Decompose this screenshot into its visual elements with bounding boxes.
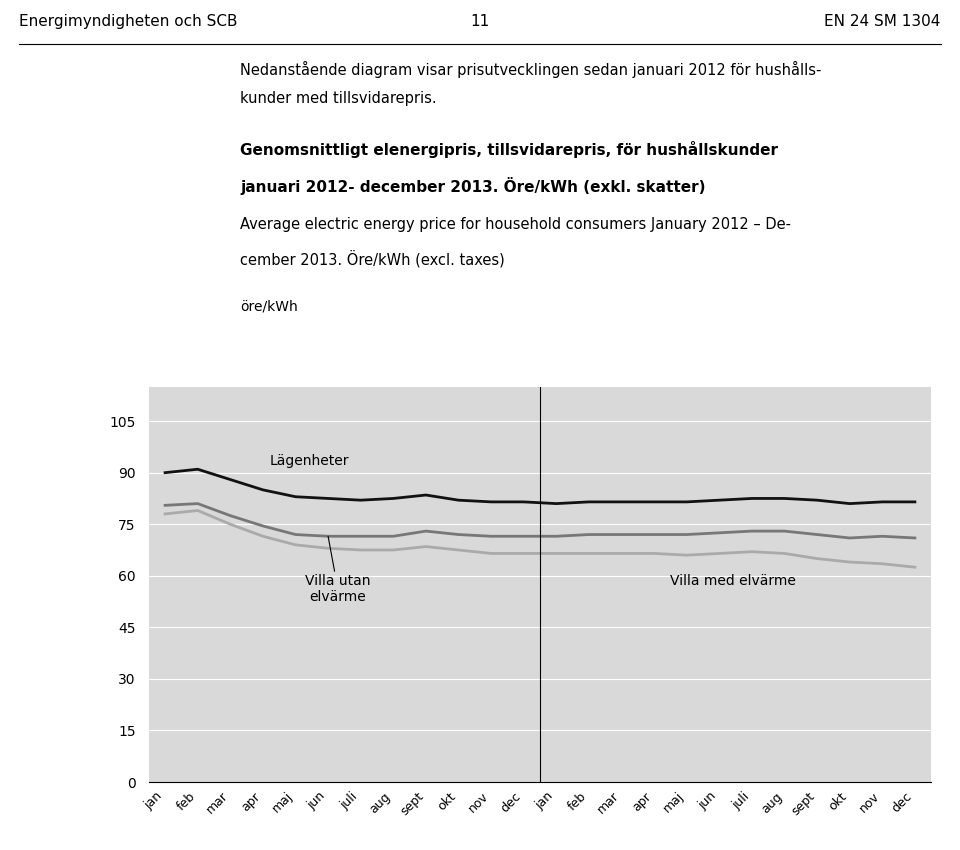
Text: Genomsnittligt elenergipris, tillsvidarepris, för hushållskunder: Genomsnittligt elenergipris, tillsvidare…: [240, 140, 779, 157]
Text: Nedanstående diagram visar prisutvecklingen sedan januari 2012 för hushålls-: Nedanstående diagram visar prisutvecklin…: [240, 61, 822, 78]
Text: Average electric energy price for household consumers January 2012 – De-: Average electric energy price for househ…: [240, 217, 791, 232]
Text: januari 2012- december 2013. Öre/kWh (exkl. skatter): januari 2012- december 2013. Öre/kWh (ex…: [240, 177, 706, 195]
Text: kunder med tillsvidarepris.: kunder med tillsvidarepris.: [240, 91, 437, 105]
Text: öre/kWh: öre/kWh: [240, 300, 299, 314]
Text: Energimyndigheten och SCB: Energimyndigheten och SCB: [19, 14, 238, 30]
Text: Villa med elvärme: Villa med elvärme: [670, 574, 796, 588]
Text: 11: 11: [470, 14, 490, 30]
Text: EN 24 SM 1304: EN 24 SM 1304: [825, 14, 941, 30]
Text: Villa utan
elvärme: Villa utan elvärme: [305, 536, 371, 604]
Text: cember 2013. Öre/kWh (excl. taxes): cember 2013. Öre/kWh (excl. taxes): [240, 250, 505, 268]
Text: Lägenheter: Lägenheter: [270, 454, 348, 468]
